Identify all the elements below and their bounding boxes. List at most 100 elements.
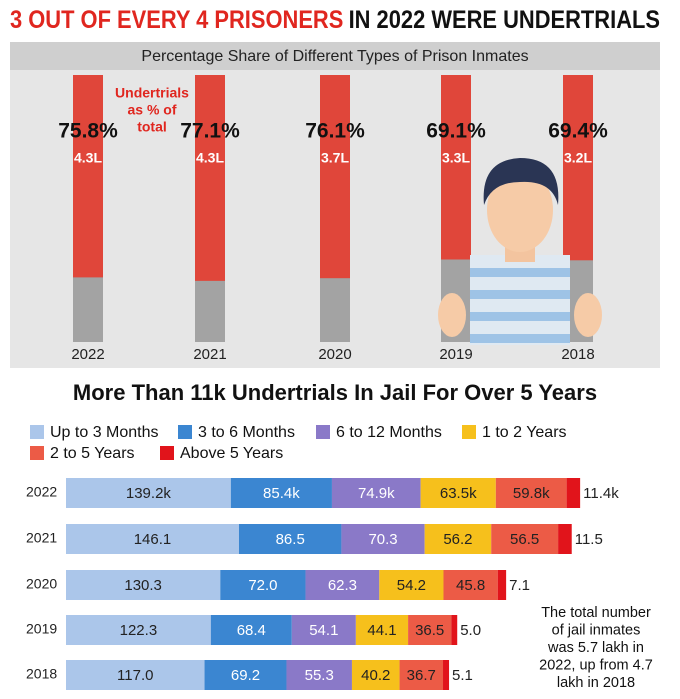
hand xyxy=(438,293,466,337)
count-label: 4.3L xyxy=(196,150,224,166)
value-label: 139.2k xyxy=(126,485,172,502)
annotation: 2022, up from 4.7 xyxy=(539,657,653,673)
annotation: as % of xyxy=(127,102,176,118)
bar-segment xyxy=(220,570,306,600)
bar-segment xyxy=(379,570,444,600)
bar-segment xyxy=(408,615,452,645)
bar-segment xyxy=(66,570,221,600)
bar-segment xyxy=(355,615,409,645)
value-label: 85.4k xyxy=(263,485,300,502)
x-tick-label: 2018 xyxy=(561,346,594,363)
value-label: 75.8% xyxy=(58,120,118,143)
value-label: 5.1 xyxy=(452,667,473,684)
y-tick-label: 2018 xyxy=(26,666,57,682)
annotation: Undertrials xyxy=(115,85,189,101)
legend-swatch xyxy=(30,446,44,460)
bar xyxy=(441,75,471,260)
bar-segment xyxy=(66,660,205,690)
value-label: 74.9k xyxy=(358,485,395,502)
subtitle: Percentage Share of Different Types of P… xyxy=(141,48,528,65)
value-label: 11.4k xyxy=(583,485,619,502)
stripe xyxy=(470,312,570,321)
value-label: 7.1 xyxy=(509,577,530,594)
value-label: 59.8k xyxy=(513,485,550,502)
bar-segment xyxy=(424,524,492,554)
bar-segment xyxy=(491,524,559,554)
bar-segment xyxy=(66,478,231,508)
subtitle-band xyxy=(10,42,660,70)
value-label: 5.0 xyxy=(460,622,481,639)
value-label: 117.0 xyxy=(117,667,153,684)
chart-title: More Than 11k Undertrials In Jail For Ov… xyxy=(73,380,597,405)
headline: 3 OUT OF EVERY 4 PRISONERSIN 2022 WERE U… xyxy=(10,6,660,34)
value-label: 56.2 xyxy=(443,531,472,548)
bar-segment xyxy=(230,478,332,508)
legend-swatch xyxy=(178,425,192,439)
value-label: 63.5k xyxy=(440,485,477,502)
bar-segment xyxy=(443,570,498,600)
annotation: lakh in 2018 xyxy=(557,675,635,691)
bar-segment xyxy=(558,524,572,554)
hand xyxy=(574,293,602,337)
value-label: 122.3 xyxy=(120,622,158,639)
stripe xyxy=(470,290,570,299)
hair xyxy=(483,158,559,205)
annotation: total xyxy=(137,119,167,135)
bar-segment xyxy=(286,660,352,690)
y-tick-label: 2020 xyxy=(26,576,57,592)
bar xyxy=(73,75,103,278)
bar-segment xyxy=(331,478,421,508)
value-label: 69.4% xyxy=(548,120,608,143)
count-label: 4.3L xyxy=(74,150,102,166)
bar-segment xyxy=(204,660,287,690)
value-label: 68.4 xyxy=(237,622,266,639)
x-tick-label: 2019 xyxy=(439,346,472,363)
prisoner-illustration xyxy=(438,158,602,345)
bar xyxy=(563,75,593,261)
legend-swatch xyxy=(160,446,174,460)
bar-segment xyxy=(443,660,450,690)
legend-label: 6 to 12 Months xyxy=(336,424,442,441)
legend-swatch xyxy=(462,425,476,439)
count-label: 3.7L xyxy=(321,150,349,166)
value-label: 70.3 xyxy=(368,531,397,548)
bar-segment xyxy=(66,615,211,645)
value-label: 72.0 xyxy=(248,577,277,594)
value-label: 77.1% xyxy=(180,120,240,143)
value-label: 76.1% xyxy=(305,120,365,143)
legend-label: 2 to 5 Years xyxy=(50,445,135,462)
value-label: 54.2 xyxy=(397,577,426,594)
annotation: was 5.7 lakh in xyxy=(547,640,644,656)
bar-segment xyxy=(420,478,496,508)
legend-label: Above 5 Years xyxy=(180,445,283,462)
y-tick-label: 2022 xyxy=(26,484,57,500)
value-label: 11.5 xyxy=(575,531,603,548)
x-tick-label: 2022 xyxy=(71,346,104,363)
bar xyxy=(195,75,225,281)
x-tick-label: 2020 xyxy=(318,346,351,363)
bar-segment xyxy=(305,570,380,600)
y-tick-label: 2021 xyxy=(26,530,57,546)
bar-segment xyxy=(451,615,458,645)
value-label: 86.5 xyxy=(276,531,305,548)
annotation: The total number xyxy=(541,605,651,621)
stripe xyxy=(470,268,570,277)
legend-label: 3 to 6 Months xyxy=(198,424,295,441)
value-label: 69.2 xyxy=(231,667,260,684)
value-label: 146.1 xyxy=(134,531,172,548)
bar-segment xyxy=(291,615,356,645)
bar-segment xyxy=(66,524,239,554)
bar-segment xyxy=(238,524,342,554)
value-label: 36.5 xyxy=(415,622,444,639)
value-label: 54.1 xyxy=(309,622,338,639)
value-label: 62.3 xyxy=(328,577,357,594)
bar-segment xyxy=(399,660,444,690)
value-label: 44.1 xyxy=(367,622,396,639)
value-label: 130.3 xyxy=(124,577,162,594)
y-tick-label: 2019 xyxy=(26,621,57,637)
headline-black: IN 2022 WERE UNDERTRIALS xyxy=(349,6,660,34)
value-label: 40.2 xyxy=(361,667,390,684)
legend-label: 1 to 2 Years xyxy=(482,424,567,441)
